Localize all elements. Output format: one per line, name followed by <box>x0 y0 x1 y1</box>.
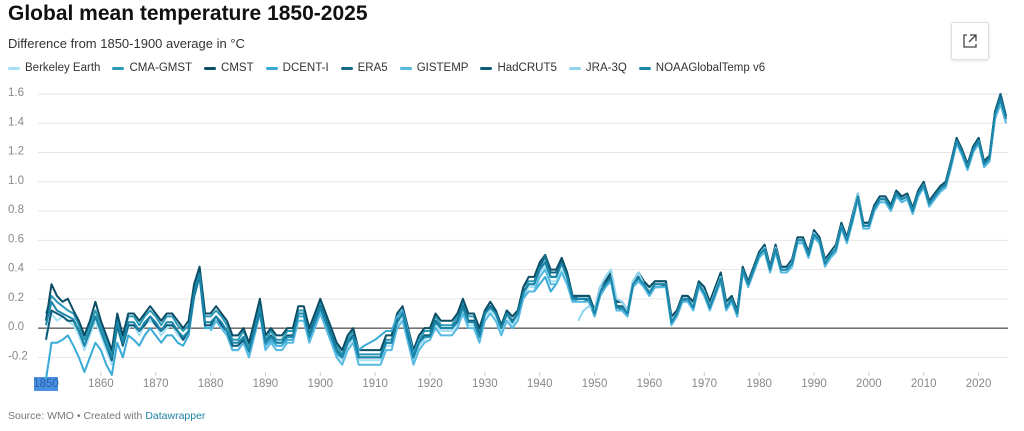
series-line <box>538 93 1007 322</box>
legend-label: Berkeley Earth <box>25 62 101 74</box>
x-tick-label: 1930 <box>472 378 498 390</box>
x-tick-label: 1980 <box>746 378 772 390</box>
legend-swatch <box>638 66 651 70</box>
share-icon <box>963 34 977 48</box>
y-tick-label: 1.2 <box>8 146 24 158</box>
legend-label: JRA-3Q <box>585 62 627 74</box>
legend-swatch <box>265 66 278 70</box>
x-tick-label: 1910 <box>362 378 388 390</box>
y-tick-label: 1.0 <box>8 175 24 187</box>
share-button[interactable] <box>951 22 989 60</box>
footer: Source: WMO • Created with Datawrapper <box>8 410 205 422</box>
x-tick-label: 2000 <box>856 378 882 390</box>
legend-item: ERA5 <box>340 62 388 74</box>
legend-label: DCENT-I <box>282 62 329 74</box>
source: Source: WMO • Created with <box>8 410 143 422</box>
legend-swatch <box>204 66 217 70</box>
legend: Berkeley Earth CMA-GMST CMST DCENT-I ERA5 GIS… <box>8 62 765 74</box>
legend-label: CMST <box>221 62 254 74</box>
y-tick-label: 0.4 <box>8 263 25 275</box>
legend-item: NOAAGlobalTemp v6 <box>638 62 766 74</box>
legend-label: GISTEMP <box>416 62 469 74</box>
legend-item: JRA-3Q <box>568 62 627 74</box>
legend-swatch <box>8 66 20 70</box>
legend-swatch <box>399 66 412 70</box>
legend-label: CMA-GMST <box>129 62 193 74</box>
x-tick-label: 1920 <box>417 378 443 390</box>
legend-swatch <box>480 66 493 70</box>
legend-swatch <box>112 66 125 70</box>
series-line <box>45 98 1007 359</box>
legend-item: CMA-GMST <box>112 62 192 74</box>
legend-item: DCENT-I <box>265 62 329 74</box>
y-tick-label: 0.6 <box>8 233 24 245</box>
x-tick-label: 1990 <box>801 378 827 390</box>
chart-title: Global mean temperature 1850-2025 <box>8 2 368 25</box>
x-tick-label: 1860 <box>88 378 114 390</box>
x-tick-label: 2020 <box>966 378 992 390</box>
x-tick-label: 1890 <box>253 378 279 390</box>
x-tick-label: 1960 <box>637 378 663 390</box>
y-tick-label: 0.0 <box>8 321 24 333</box>
legend-label: HadCRUT5 <box>497 62 557 74</box>
legend-item: HadCRUT5 <box>480 62 557 74</box>
legend-item: CMST <box>204 62 254 74</box>
legend-item: Berkeley Earth <box>8 62 100 74</box>
y-tick-label: 0.2 <box>8 292 24 304</box>
legend-label: NOAAGlobalTemp v6 <box>655 62 766 74</box>
source-link[interactable]: Datawrapper <box>145 410 206 422</box>
x-tick-label: 1970 <box>691 378 717 390</box>
x-tick-label: 2010 <box>911 378 937 390</box>
y-tick-label: -0.2 <box>8 350 28 362</box>
legend-label: ERA5 <box>357 62 388 74</box>
legend-item: GISTEMP <box>399 62 469 74</box>
series-line <box>45 93 1007 352</box>
x-tick-label: 1950 <box>582 378 608 390</box>
x-tick-label: 1870 <box>143 378 169 390</box>
x-tick-label: 1940 <box>527 378 553 390</box>
x-tick-label: 1880 <box>198 378 224 390</box>
y-tick-label: 1.6 <box>8 87 24 99</box>
x-tick-label: 1850 <box>33 378 59 390</box>
chart-subtitle: Difference from 1850-1900 average in °C <box>8 36 245 51</box>
x-tick-label: 1900 <box>307 378 333 390</box>
selection-highlight <box>34 377 58 391</box>
legend-swatch <box>568 66 581 70</box>
legend-swatch <box>340 66 353 70</box>
y-tick-label: 1.4 <box>8 116 25 128</box>
y-tick-label: 0.8 <box>8 204 24 216</box>
